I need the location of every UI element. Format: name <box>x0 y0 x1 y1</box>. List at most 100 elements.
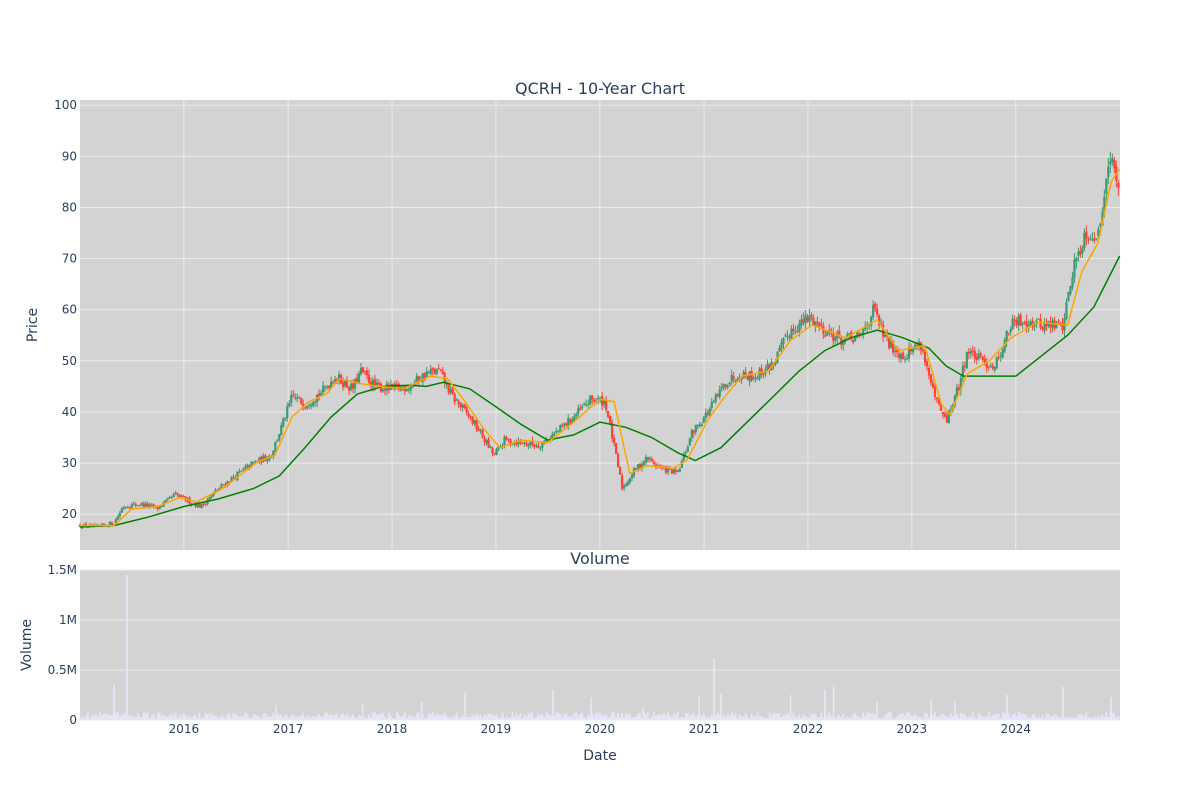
price-y-tick-label: 80 <box>62 200 77 214</box>
volume-bar <box>902 712 904 720</box>
volume-bar <box>366 718 368 720</box>
candle-body <box>284 418 287 420</box>
volume-bar <box>336 713 338 720</box>
candle-body <box>854 336 857 341</box>
volume-bar-spike <box>789 695 792 720</box>
volume-bar <box>613 712 615 720</box>
candle-body <box>218 487 221 490</box>
volume-bar <box>1051 715 1054 720</box>
volume-bar-spike <box>954 701 956 720</box>
volume-bar <box>501 712 504 720</box>
candle-body <box>603 400 606 405</box>
volume-bar <box>214 715 217 720</box>
volume-bar <box>922 718 924 720</box>
volume-bar <box>561 716 564 720</box>
volume-bar-spike <box>113 685 115 720</box>
candle-body <box>264 455 267 461</box>
candle-body <box>1011 318 1014 330</box>
volume-bar <box>776 713 779 720</box>
candle-body <box>860 332 863 334</box>
candle-body <box>124 507 127 509</box>
volume-bar <box>158 712 161 720</box>
candle-body <box>973 350 976 359</box>
volume-bar <box>603 715 606 720</box>
volume-bar <box>573 712 576 720</box>
candle-body <box>497 446 500 450</box>
candle-body <box>469 416 472 418</box>
volume-bar <box>1111 712 1114 720</box>
candle-body <box>820 324 823 326</box>
volume-bar <box>599 712 602 720</box>
candle-body <box>561 425 564 427</box>
x-axis-title: Date <box>583 748 616 764</box>
candle-body <box>718 389 721 397</box>
volume-bar <box>1067 717 1070 720</box>
candle-body <box>208 497 211 501</box>
candle-body <box>345 379 349 388</box>
candle-body <box>702 417 705 424</box>
candle-body <box>326 386 329 388</box>
candle-body <box>375 382 379 386</box>
volume-bar <box>655 715 657 720</box>
volume-bar-spike <box>275 705 277 720</box>
volume-bar <box>896 716 898 720</box>
candle-body <box>814 321 817 326</box>
volume-bar <box>354 716 356 720</box>
price-y-tick-label: 20 <box>62 507 77 521</box>
volume-bar <box>1097 715 1100 720</box>
candle-body <box>212 492 215 496</box>
candle-body <box>485 440 488 444</box>
volume-bar <box>192 715 195 720</box>
volume-bar <box>344 715 346 720</box>
volume-bar <box>529 713 532 720</box>
volume-bar <box>800 718 803 720</box>
volume-bar <box>531 712 534 720</box>
candle-body <box>128 507 131 509</box>
volume-bar <box>728 715 731 720</box>
volume-bar <box>884 714 887 720</box>
volume-bar <box>83 717 85 720</box>
volume-bar <box>740 716 743 720</box>
candle-body <box>1015 320 1018 326</box>
volume-bar <box>481 718 484 720</box>
volume-bar <box>224 718 227 720</box>
candle-body <box>935 397 939 400</box>
volume-bar <box>208 713 211 720</box>
candle-body <box>453 394 456 402</box>
volume-bar <box>497 717 500 720</box>
volume-bar <box>509 717 512 720</box>
volume-bar <box>645 714 647 720</box>
candle-body <box>437 368 440 370</box>
candle-body <box>587 403 590 405</box>
volume-bar <box>1075 717 1078 720</box>
candle-body <box>80 527 84 529</box>
volume-bar <box>196 718 199 720</box>
volume-bar <box>878 717 881 720</box>
candle-body <box>487 438 490 448</box>
candle-body <box>983 358 986 363</box>
volume-y-tick-label: 0.5M <box>48 663 77 677</box>
candle-body <box>748 371 751 382</box>
volume-bar <box>1033 713 1036 720</box>
volume-bar <box>549 715 552 720</box>
candle-body <box>1027 324 1030 327</box>
volume-bar <box>114 712 117 720</box>
volume-bar <box>794 716 797 720</box>
candle-body <box>660 467 664 469</box>
volume-bar <box>431 712 434 720</box>
volume-bar <box>1009 717 1012 720</box>
volume-bar <box>904 715 906 720</box>
volume-bar <box>1077 714 1080 720</box>
volume-bar <box>792 712 795 720</box>
volume-bar <box>272 712 275 720</box>
volume-bar <box>142 712 145 720</box>
candle-body <box>848 333 851 335</box>
candle-body <box>493 453 496 455</box>
candle-body <box>557 430 560 433</box>
candle-body <box>1013 319 1016 321</box>
volume-bar <box>447 716 450 720</box>
volume-bar <box>202 717 205 720</box>
volume-bar <box>330 713 333 720</box>
volume-bar <box>184 714 187 720</box>
candle-body <box>1043 323 1046 331</box>
